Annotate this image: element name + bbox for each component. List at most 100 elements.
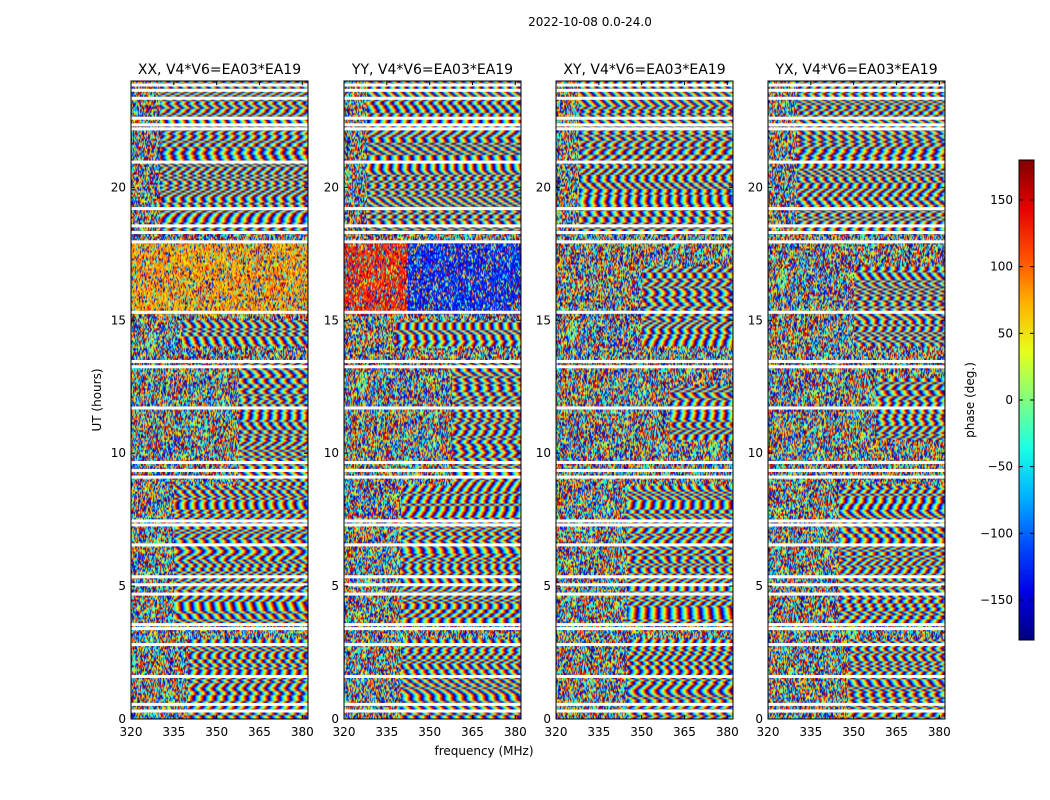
y-tick-label: 0: [755, 712, 763, 726]
colorbar-tick-label: −150: [980, 593, 1013, 607]
flagged-row: [344, 207, 521, 211]
flagged-row: [131, 310, 308, 314]
flagged-row: [131, 468, 308, 472]
panels: XX, V4*V6=EA03*EA19 320 335 350 365 380 0 5 10 15…: [111, 62, 951, 739]
flagged-row: [344, 240, 521, 244]
flagged-row: [344, 523, 521, 527]
x-tick-label: 320: [757, 725, 780, 739]
flagged-row: [344, 88, 521, 92]
flagged-row: [131, 643, 308, 647]
colorbar-label: phase (deg.): [963, 362, 977, 438]
flagged-row: [131, 207, 308, 211]
x-tick-label: 365: [673, 725, 696, 739]
flagged-row: [768, 643, 945, 647]
flagged-row: [344, 224, 521, 228]
flagged-row: [768, 224, 945, 228]
x-tick-label: 380: [291, 725, 314, 739]
flagged-row: [556, 468, 733, 472]
flagged-row: [131, 359, 308, 363]
colorbar-tick-label: −50: [988, 460, 1013, 474]
flagged-row: [768, 627, 945, 631]
y-tick-label: 20: [536, 180, 551, 194]
flagged-row: [131, 674, 308, 678]
x-tick-label: 320: [120, 725, 143, 739]
flagged-row: [768, 543, 945, 547]
flagged-row: [131, 702, 308, 706]
flagged-row: [344, 623, 521, 627]
figure-suptitle: 2022-10-08 0.0-24.0: [528, 15, 652, 29]
flagged-row: [556, 643, 733, 647]
flagged-row: [556, 240, 733, 244]
phase-image-2: [556, 81, 733, 719]
y-tick-label: 5: [755, 579, 763, 593]
flagged-row: [556, 583, 733, 587]
flagged-row: [131, 224, 308, 228]
flagged-row: [131, 365, 308, 369]
panel-frame: [555, 80, 734, 720]
y-tick-label: 15: [111, 313, 126, 327]
flagged-row: [131, 123, 308, 127]
flagged-row: [131, 160, 308, 164]
flagged-row: [768, 674, 945, 678]
flagged-row: [131, 523, 308, 527]
flagged-row: [768, 123, 945, 127]
flagged-row: [768, 468, 945, 472]
colorbar: 150 100 50 0 −50 −100 −150: [980, 159, 1035, 641]
flagged-row: [768, 702, 945, 706]
panel-title: XY, V4*V6=EA03*EA19: [563, 62, 725, 78]
panel-frame: [767, 80, 946, 720]
y-tick-label: 20: [748, 180, 763, 194]
flagged-row: [131, 116, 308, 120]
colorbar-tick-label: 50: [998, 326, 1013, 340]
y-tick-label: 5: [543, 579, 551, 593]
y-tick-label: 0: [331, 712, 339, 726]
panel-3: YX, V4*V6=EA03*EA19 320 335 350 365 380 0 5 10 15…: [748, 62, 951, 739]
flagged-row: [344, 592, 521, 596]
flagged-row: [131, 83, 308, 87]
x-tick-label: 380: [716, 725, 739, 739]
x-tick-label: 365: [461, 725, 484, 739]
flagged-row: [344, 519, 521, 523]
flagged-row: [344, 627, 521, 631]
y-tick-label: 5: [118, 579, 126, 593]
flagged-row: [556, 627, 733, 631]
x-tick-label: 350: [418, 725, 441, 739]
flagged-row: [131, 460, 308, 464]
phase-image-1: [344, 81, 521, 719]
y-tick-label: 15: [324, 313, 339, 327]
x-tick-label: 365: [885, 725, 908, 739]
flagged-row: [556, 523, 733, 527]
flagged-row: [131, 623, 308, 627]
panel-1: YY, V4*V6=EA03*EA19 320 335 350 365 380 0 5 10 15…: [324, 62, 527, 739]
flagged-row: [556, 127, 733, 131]
flagged-row: [768, 460, 945, 464]
flagged-row: [131, 583, 308, 587]
flagged-row: [131, 240, 308, 244]
flagged-row: [131, 592, 308, 596]
flagged-row: [768, 116, 945, 120]
flagged-row: [768, 406, 945, 410]
flagged-row: [344, 468, 521, 472]
flagged-row: [768, 519, 945, 523]
x-tick-label: 335: [375, 725, 398, 739]
flagged-row: [131, 406, 308, 410]
x-tick-label: 350: [842, 725, 865, 739]
flagged-row: [344, 575, 521, 579]
colorbar-tick-label: 0: [1005, 393, 1013, 407]
flagged-row: [344, 359, 521, 363]
flagged-row: [344, 406, 521, 410]
flagged-row: [768, 709, 945, 713]
flagged-row: [556, 623, 733, 627]
x-tick-label: 335: [587, 725, 610, 739]
flagged-row: [344, 543, 521, 547]
y-tick-label: 10: [748, 446, 763, 460]
flagged-row: [344, 96, 521, 100]
y-tick-label: 10: [324, 446, 339, 460]
x-axis-label: frequency (MHz): [434, 744, 533, 758]
flagged-row: [556, 475, 733, 479]
flagged-row: [556, 83, 733, 87]
phase-image-0: [131, 81, 308, 719]
flagged-row: [344, 231, 521, 235]
flagged-row: [344, 643, 521, 647]
flagged-row: [556, 365, 733, 369]
